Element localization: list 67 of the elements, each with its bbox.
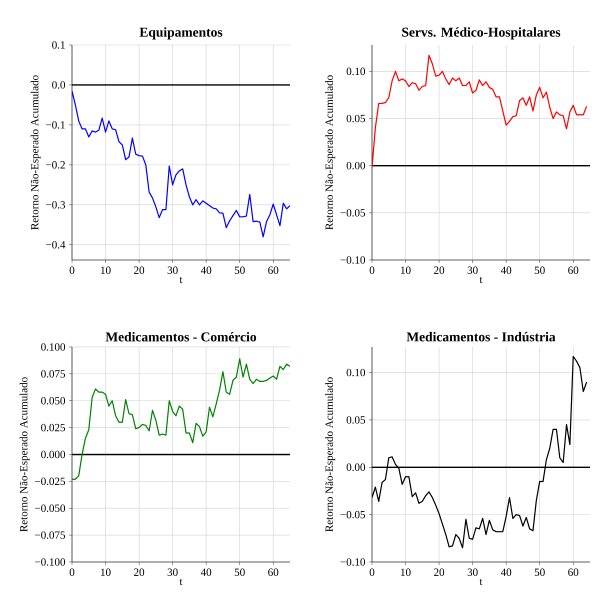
x-tick-label: 20 [134, 568, 144, 576]
line-series [72, 90, 290, 238]
x-tick-label: 20 [434, 266, 444, 274]
x-tick-label: 30 [468, 266, 478, 274]
y-tick-label: −0.2 [46, 161, 65, 169]
x-tick-label: 50 [234, 568, 245, 576]
y-tick-label: 0.10 [346, 68, 366, 76]
y-tick-label: 0.1 [52, 41, 65, 49]
x-tick-label: 60 [268, 568, 278, 576]
chart-title: Medicamentos - Indústria [406, 332, 556, 342]
x-axis-title: t [480, 276, 482, 284]
x-tick-label: 50 [534, 266, 545, 274]
y-tick-label: −0.050 [35, 504, 66, 512]
y-tick-label: −0.3 [46, 201, 66, 209]
x-tick-label: 40 [500, 266, 512, 274]
x-tick-label: 20 [134, 266, 144, 274]
y-axis-title: Retorno Não-Esperado Acumulado [20, 377, 30, 532]
x-tick-label: 20 [434, 568, 444, 576]
x-tick-label: 50 [534, 568, 545, 576]
y-axis-title: Retorno Não-Esperado Acumulado [325, 377, 336, 532]
x-tick-label: 10 [401, 568, 411, 576]
x-tick-label: 10 [101, 266, 111, 274]
x-tick-label: 40 [200, 266, 212, 274]
x-tick-label: 50 [234, 266, 245, 274]
x-tick-label: 30 [168, 266, 178, 274]
x-tick-label: 40 [200, 568, 212, 576]
y-tick-label: 0.10 [346, 368, 366, 376]
x-tick-label: 60 [568, 568, 578, 576]
y-tick-label: 0.05 [346, 114, 366, 122]
chart-title: Servs. Médico-Hospitalares [402, 27, 560, 40]
y-axis-title: Retorno Não-Esperado Acumulado [325, 75, 336, 230]
x-tick-label: 0 [70, 568, 74, 576]
y-tick-label: −0.025 [35, 478, 66, 486]
y-tick-label: −0.05 [340, 209, 366, 217]
x-tick-label: 10 [401, 266, 411, 274]
y-tick-label: 0.000 [41, 450, 66, 458]
x-tick-label: 0 [70, 266, 74, 274]
y-tick-label: 0.025 [41, 424, 66, 432]
y-tick-label: −0.4 [46, 241, 66, 249]
y-tick-label: −0.10 [340, 558, 366, 566]
x-axis-title: t [480, 578, 482, 586]
y-tick-label: −0.100 [35, 558, 66, 566]
y-tick-label: −0.10 [340, 256, 366, 264]
y-tick-label: 0.05 [346, 416, 366, 424]
y-tick-label: 0.0 [52, 81, 66, 89]
y-tick-label: 0.100 [41, 343, 66, 351]
y-axis-title: Retorno Não-Esperado Acumulado [30, 75, 41, 230]
x-axis-title: t [180, 276, 182, 284]
y-tick-label: 0.075 [41, 370, 66, 378]
x-tick-label: 60 [268, 266, 278, 274]
x-tick-label: 30 [168, 568, 178, 576]
x-tick-label: 60 [568, 266, 578, 274]
x-axis-title: t [180, 578, 182, 586]
y-tick-label: −0.075 [35, 531, 66, 539]
y-tick-label: −0.05 [340, 510, 366, 518]
x-tick-label: 40 [500, 568, 512, 576]
line-series [72, 358, 290, 480]
y-tick-label: 0.050 [41, 397, 66, 404]
y-tick-label: 0.00 [346, 162, 366, 170]
x-tick-label: 30 [468, 568, 478, 576]
chart-title: Equipamentos [140, 27, 222, 40]
chart-title: Medicamentos - Comércio [106, 332, 256, 342]
x-tick-label: 0 [370, 266, 374, 274]
x-tick-label: 0 [370, 568, 374, 576]
y-tick-label: 0.00 [346, 464, 366, 472]
x-tick-label: 10 [101, 568, 111, 576]
y-tick-label: −0.1 [46, 121, 65, 129]
